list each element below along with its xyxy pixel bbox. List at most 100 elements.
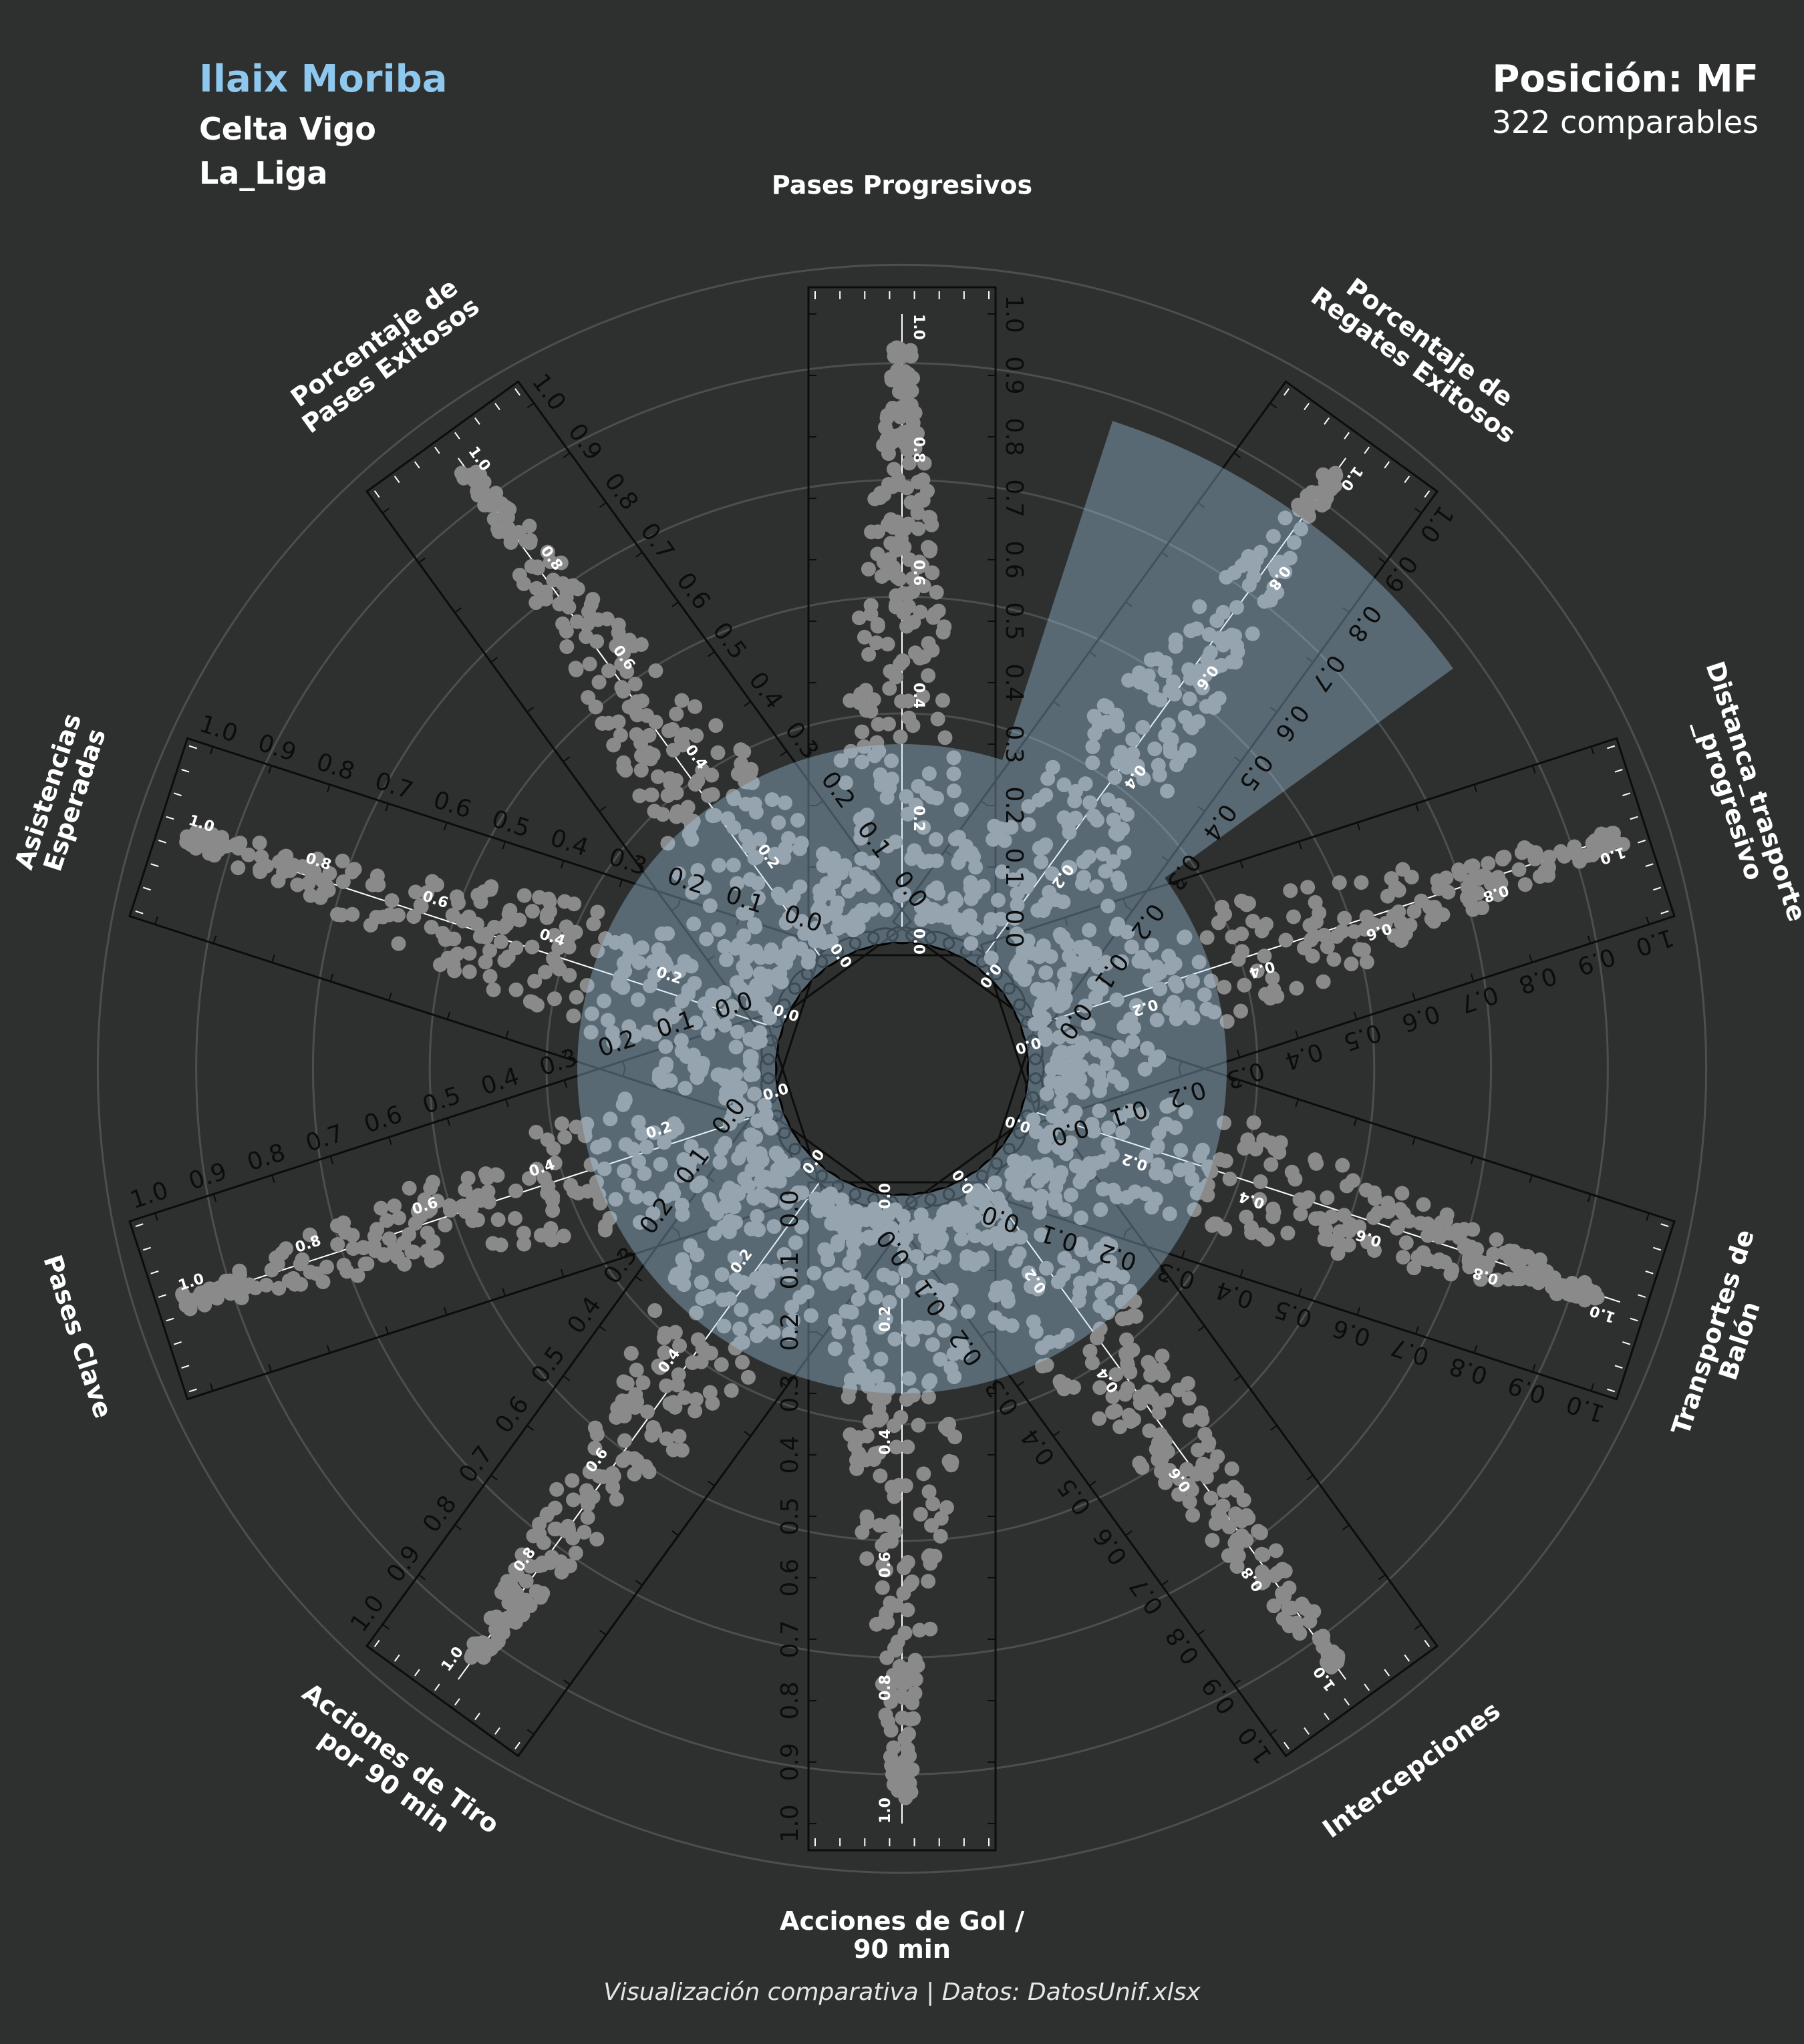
swarm bbox=[913, 466, 1344, 1008]
distribution-dot bbox=[934, 1230, 949, 1246]
distribution-dot bbox=[752, 966, 768, 981]
distribution-dot bbox=[901, 1320, 916, 1335]
distribution-dot bbox=[1390, 1219, 1406, 1234]
end-marker bbox=[1653, 1246, 1662, 1251]
distribution-dot bbox=[1183, 671, 1198, 686]
distribution-dot bbox=[818, 905, 833, 920]
distribution-dot bbox=[1072, 940, 1088, 955]
distribution-dot bbox=[1483, 876, 1499, 892]
distribution-dot bbox=[1108, 1367, 1124, 1382]
distribution-dot bbox=[893, 477, 908, 492]
distribution-dot bbox=[708, 718, 724, 733]
distribution-dot bbox=[1179, 1462, 1195, 1477]
distribution-dot bbox=[937, 1249, 952, 1264]
distribution-dot bbox=[228, 837, 243, 852]
inner-tick-label: 0.6 bbox=[1354, 1226, 1384, 1250]
distribution-dot bbox=[271, 1281, 287, 1296]
end-marker bbox=[1364, 1683, 1370, 1691]
distribution-dot bbox=[402, 1180, 417, 1196]
box-tick bbox=[1233, 1679, 1241, 1685]
distribution-dot bbox=[1463, 859, 1479, 874]
distribution-dot bbox=[673, 1033, 689, 1048]
distribution-dot bbox=[1126, 1412, 1141, 1427]
distribution-dot bbox=[1332, 1224, 1348, 1239]
box-tick bbox=[563, 1679, 571, 1685]
distribution-dot bbox=[690, 862, 706, 878]
distribution-dot bbox=[1122, 1283, 1138, 1299]
distribution-dot bbox=[1129, 1309, 1144, 1324]
distribution-dot bbox=[647, 968, 662, 983]
distribution-dot bbox=[870, 546, 885, 562]
distribution-dot bbox=[1246, 1115, 1261, 1130]
distribution-dot bbox=[734, 756, 749, 772]
distribution-dot bbox=[1380, 888, 1395, 904]
distribution-dot bbox=[1007, 910, 1022, 926]
distribution-dot bbox=[889, 1598, 904, 1613]
distribution-dot bbox=[951, 916, 967, 931]
distribution-dot bbox=[1135, 719, 1151, 735]
distribution-dot bbox=[659, 1056, 674, 1071]
distribution-dot bbox=[941, 1212, 956, 1228]
distribution-dot bbox=[627, 1466, 642, 1482]
distribution-dot bbox=[870, 524, 885, 540]
box-tick bbox=[502, 841, 506, 850]
distribution-dot bbox=[909, 1248, 924, 1264]
distribution-dot bbox=[566, 1492, 581, 1508]
box-tick bbox=[1088, 1480, 1096, 1487]
player-bars bbox=[577, 421, 1453, 1393]
distribution-dot bbox=[859, 1428, 875, 1443]
distribution-dot bbox=[631, 955, 647, 971]
end-marker bbox=[1364, 446, 1370, 454]
distribution-dot bbox=[1352, 1219, 1367, 1234]
box-tick bbox=[388, 1137, 392, 1146]
distribution-dot bbox=[1114, 954, 1129, 969]
distribution-dot bbox=[1193, 1182, 1208, 1197]
distribution-dot bbox=[673, 1168, 689, 1183]
distribution-dot bbox=[866, 692, 881, 707]
distribution-dot bbox=[1489, 1272, 1505, 1288]
box-tick bbox=[1233, 452, 1241, 458]
distribution-dot bbox=[659, 1188, 674, 1204]
distribution-dot bbox=[764, 792, 780, 808]
distribution-dot bbox=[887, 1418, 902, 1433]
distribution-dot bbox=[1085, 739, 1100, 754]
distribution-dot bbox=[540, 1506, 555, 1522]
distribution-dot bbox=[1150, 1157, 1165, 1172]
distribution-dot bbox=[1110, 870, 1126, 886]
inner-ticks: 0.0 0.2 0.4 0.6 0.8 1.0 bbox=[910, 314, 927, 955]
box-tick bbox=[563, 452, 571, 458]
distribution-dot bbox=[628, 1387, 643, 1402]
distribution-dot bbox=[680, 800, 696, 815]
distribution-dot bbox=[1019, 879, 1034, 894]
distribution-dot bbox=[939, 1500, 954, 1515]
box-tick bbox=[1531, 765, 1536, 774]
box-tick bbox=[1412, 992, 1416, 1001]
distribution-dot bbox=[747, 1086, 762, 1101]
outer-tick-label: 0.7 bbox=[454, 1441, 498, 1488]
distribution-dot bbox=[663, 1073, 678, 1088]
box-tick bbox=[268, 1364, 273, 1373]
league-name: La_Liga bbox=[199, 155, 328, 191]
distribution-dot bbox=[1171, 1487, 1187, 1502]
player-bar bbox=[639, 1143, 863, 1378]
distribution-dot bbox=[924, 790, 939, 805]
box-tick bbox=[1236, 1079, 1241, 1088]
distribution-dot bbox=[1028, 1324, 1044, 1339]
distribution-dot bbox=[634, 748, 649, 763]
distribution-dot bbox=[921, 1574, 936, 1589]
end-marker bbox=[373, 1639, 380, 1647]
outer-tick-label: 0.8 bbox=[1161, 1623, 1205, 1669]
end-marker bbox=[1304, 403, 1310, 411]
outer-tick-label: 0.4 bbox=[743, 667, 788, 714]
distribution-dot bbox=[591, 675, 607, 690]
distribution-dot bbox=[1473, 1272, 1489, 1287]
distribution-dot bbox=[726, 788, 741, 804]
distribution-dot bbox=[1056, 996, 1071, 1011]
box-tick bbox=[1414, 1624, 1422, 1630]
distribution-dot bbox=[703, 1345, 718, 1361]
distribution-dot bbox=[833, 753, 849, 768]
distribution-dot bbox=[1051, 1029, 1066, 1045]
inner-tick-label: 0.6 bbox=[410, 1194, 440, 1218]
player-bar bbox=[639, 759, 863, 995]
distribution-dot bbox=[1555, 1278, 1570, 1293]
